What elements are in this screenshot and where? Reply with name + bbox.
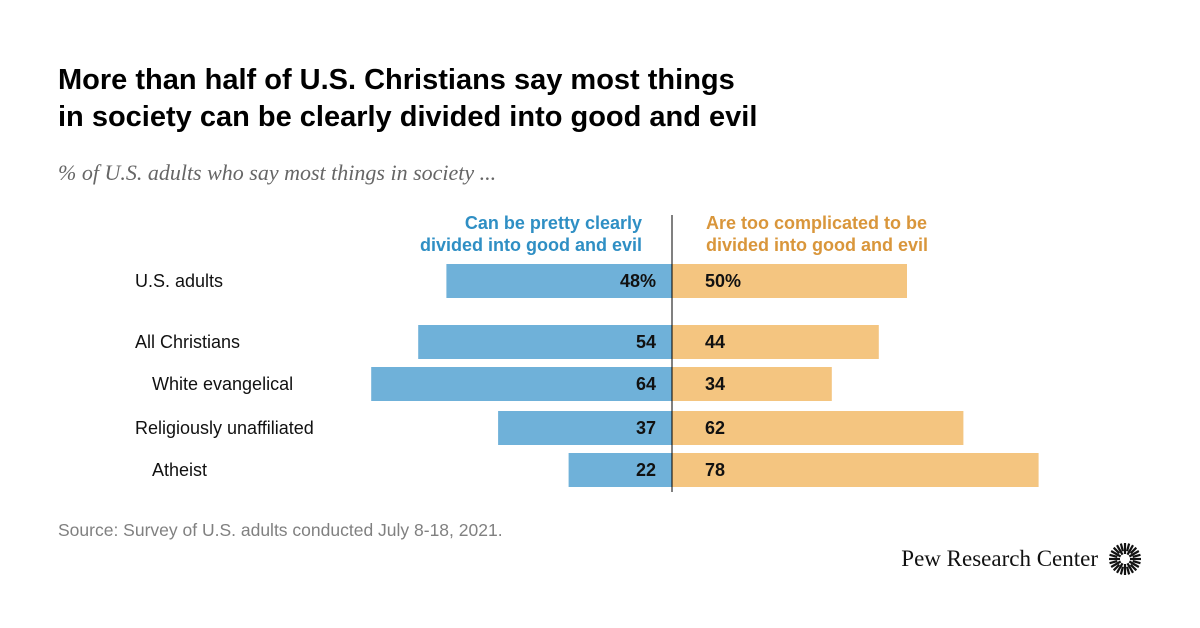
bar-right-white-evangelical — [672, 367, 832, 401]
pew-logo-icon — [1109, 543, 1141, 575]
category-label-religiously-unaffiliated: Religiously unaffiliated — [135, 418, 314, 438]
bar-left-white-evangelical — [371, 367, 672, 401]
logo-ray — [1129, 546, 1138, 555]
value-label-left-white-evangelical: 64 — [636, 374, 656, 394]
logo-ray — [1112, 546, 1121, 555]
category-label-white-evangelical: White evangelical — [152, 374, 293, 394]
bar-left-religiously-unaffiliated — [498, 411, 672, 445]
chart-title-line-2: in society can be clearly divided into g… — [58, 101, 758, 133]
legend-right: Are too complicated to be divided into g… — [706, 212, 928, 256]
legend-left-line-2: divided into good and evil — [419, 235, 642, 255]
logo-ray — [1109, 553, 1118, 558]
logo-ray — [1119, 543, 1124, 552]
logo-ray — [1129, 563, 1138, 572]
legend-right-line-1: Are too complicated to be — [706, 213, 928, 233]
bar-right-religiously-unaffiliated — [672, 411, 964, 445]
category-label-u-s-adults: U.S. adults — [135, 271, 223, 291]
category-label-atheist: Atheist — [152, 460, 207, 480]
value-label-right-u-s-adults: 50% — [705, 271, 741, 291]
value-label-right-religiously-unaffiliated: 62 — [705, 418, 725, 438]
chart-title-line-1: More than half of U.S. Christians say mo… — [58, 64, 735, 96]
value-label-left-u-s-adults: 48% — [620, 271, 656, 291]
logo-ray — [1109, 560, 1118, 565]
value-label-right-all-christians: 44 — [705, 332, 725, 352]
brand-name: Pew Research Center — [901, 546, 1098, 571]
legend-right-line-2: divided into good and evil — [706, 235, 929, 255]
logo-ray — [1126, 544, 1134, 556]
logo-ray — [1128, 550, 1140, 558]
logo-ray — [1119, 566, 1124, 575]
legend-left: Can be pretty clearly divided into good … — [420, 212, 642, 256]
category-label-all-christians: All Christians — [135, 332, 240, 352]
logo-ray — [1132, 553, 1141, 558]
bar-left-atheist — [568, 453, 672, 487]
logo-ray — [1110, 560, 1122, 568]
logo-ray — [1128, 560, 1140, 568]
value-label-right-atheist: 78 — [705, 460, 725, 480]
bar-left-u-s-adults — [446, 264, 672, 298]
value-label-left-religiously-unaffiliated: 37 — [636, 418, 656, 438]
value-label-right-white-evangelical: 34 — [705, 374, 725, 394]
logo-ray — [1112, 563, 1121, 572]
logo-ray — [1126, 562, 1134, 574]
bar-right-atheist — [672, 453, 1039, 487]
chart-title: More than half of U.S. Christians say mo… — [58, 62, 878, 136]
chart-subtitle: % of U.S. adults who say most things in … — [58, 160, 497, 185]
logo-ray — [1116, 544, 1124, 556]
bar-right-all-christians — [672, 325, 879, 359]
bar-left-all-christians — [418, 325, 672, 359]
legend-left-line-1: Can be pretty clearly — [464, 213, 642, 233]
value-label-left-atheist: 22 — [636, 460, 656, 480]
source-note: Source: Survey of U.S. adults conducted … — [58, 520, 503, 540]
brand: Pew Research Center — [901, 542, 1142, 576]
logo-ray — [1110, 550, 1122, 558]
logo-ray — [1126, 566, 1131, 575]
logo-ray — [1132, 560, 1141, 565]
bar-right-u-s-adults — [672, 264, 907, 298]
logo-ray — [1116, 562, 1124, 574]
logo-ray — [1126, 543, 1131, 552]
value-label-left-all-christians: 54 — [636, 332, 656, 352]
